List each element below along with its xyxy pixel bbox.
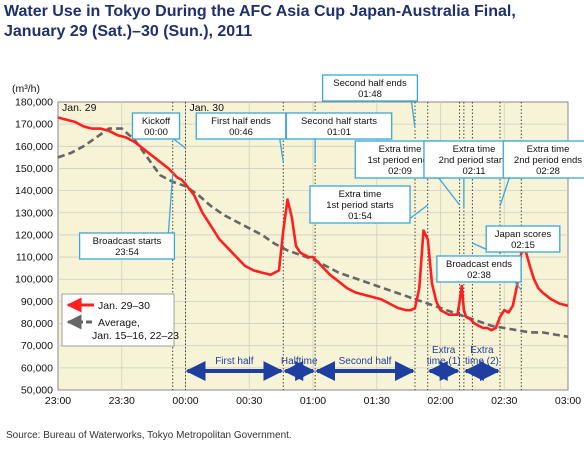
legend-label-average: Jan. 15–16, 22–23 xyxy=(92,330,179,342)
annotation-text: 2nd period starts xyxy=(439,155,510,166)
annotation-text: 01:01 xyxy=(327,127,351,138)
annotation-text: Second half starts xyxy=(301,116,377,127)
x-tick-label: 01:00 xyxy=(300,395,326,407)
y-tick-label: 150,000 xyxy=(15,163,53,175)
annotation-box xyxy=(321,74,419,102)
y-tick-label: 120,000 xyxy=(15,229,53,241)
annotation-text: Extra time xyxy=(527,144,570,155)
annotation-pointer xyxy=(279,138,284,163)
annotation-text: Broadcast ends xyxy=(446,259,512,270)
phase-label: Extra xyxy=(432,345,456,356)
annotation-text: 01:48 xyxy=(358,89,382,100)
annotation-pointer xyxy=(167,172,174,234)
y-tick-label: 180,000 xyxy=(15,97,53,109)
y-tick-label: 60,000 xyxy=(21,362,53,374)
y-tick-label: 100,000 xyxy=(15,274,53,286)
annotation-pointer xyxy=(514,281,522,291)
annotation-box xyxy=(502,140,584,179)
annotation-box xyxy=(309,185,411,224)
legend-label-average: Average, xyxy=(98,317,140,329)
annotation-text: First half ends xyxy=(211,116,271,127)
date-label: Jan. 30 xyxy=(190,102,225,114)
annotation-text: 1st period starts xyxy=(326,200,394,211)
chart-title-line-2: January 29 (Sat.)–30 (Sun.), 2011 xyxy=(4,23,253,40)
annotation-text: Second half ends xyxy=(333,78,407,89)
y-tick-label: 90,000 xyxy=(21,296,53,308)
phase-label: time (2) xyxy=(465,356,499,367)
legend: Jan. 29–30 Average,Jan. 15–16, 22–23 xyxy=(61,293,179,347)
y-tick-label: 170,000 xyxy=(15,119,53,131)
annotation-text: 00:46 xyxy=(229,127,253,138)
annotation-box xyxy=(485,225,561,253)
source-note: Source: Bureau of Waterworks, Tokyo Metr… xyxy=(6,430,292,441)
annotation-pointer xyxy=(499,177,510,207)
legend-label-jan-29-30: Jan. 29–30 xyxy=(98,300,150,312)
annotation-text: 00:00 xyxy=(144,127,168,138)
annotation-pointer xyxy=(438,177,461,206)
annotation-box xyxy=(285,112,393,140)
series-line-average xyxy=(57,127,569,339)
annotation-text: 02:09 xyxy=(388,166,412,177)
x-tick-label: 03:00 xyxy=(555,395,581,407)
annotation-text: 01:54 xyxy=(348,211,372,222)
x-tick-label: 23:00 xyxy=(45,395,71,407)
annotation-text: Broadcast starts xyxy=(93,236,162,247)
x-tick-label: 02:00 xyxy=(427,395,453,407)
date-label: Jan. 29 xyxy=(62,102,97,114)
y-tick-label: 110,000 xyxy=(16,252,53,264)
annotation-text: Extra time xyxy=(339,189,382,200)
annotation-text: 02:28 xyxy=(536,166,560,177)
annotation-text: 02:38 xyxy=(467,270,491,281)
phase-label: time (1) xyxy=(427,356,461,367)
annotation-text: Japan scores xyxy=(495,229,552,240)
x-tick-label: 02:30 xyxy=(491,395,517,407)
y-tick-label: 130,000 xyxy=(15,207,53,219)
x-tick-label: 00:30 xyxy=(236,395,262,407)
annotation-text: 23:54 xyxy=(115,247,139,258)
chart-title-line-1: Water Use in Tokyo During the AFC Asia C… xyxy=(4,3,516,20)
annotation-text: 2nd period ends xyxy=(514,155,582,166)
y-axis-label: (m³/h) xyxy=(12,83,40,95)
series-line-jan-29-30 xyxy=(57,116,569,332)
y-tick-label: 70,000 xyxy=(21,340,53,352)
y-tick-label: 140,000 xyxy=(15,185,53,197)
phase-label: First half xyxy=(215,356,254,367)
chart-title: Water Use in Tokyo During the AFC Asia C… xyxy=(4,2,580,42)
annotation-pointer xyxy=(173,138,186,149)
phase-label: Second half xyxy=(339,356,392,367)
y-tick-label: 160,000 xyxy=(15,141,53,153)
annotation-text: 02:15 xyxy=(511,240,535,251)
annotation-text: 02:11 xyxy=(462,166,485,177)
annotation-text: Extra time xyxy=(453,144,496,155)
annotation-text: 1st period ends xyxy=(368,155,433,166)
annotation-text: Kickoff xyxy=(142,116,171,127)
x-tick-label: 00:00 xyxy=(172,395,198,407)
phase-label: Extra xyxy=(470,345,494,356)
phase-label: Halftime xyxy=(281,356,318,367)
x-tick-label: 23:30 xyxy=(109,395,135,407)
y-tick-label: 80,000 xyxy=(21,318,53,330)
annotation-box xyxy=(78,232,176,260)
annotation-box xyxy=(436,255,522,283)
annotation-pointer xyxy=(410,100,416,129)
y-tick-label: 50,000 xyxy=(21,385,53,397)
annotation-text: Extra time xyxy=(379,144,422,155)
x-tick-label: 01:30 xyxy=(364,395,390,407)
annotation-box xyxy=(131,112,181,140)
